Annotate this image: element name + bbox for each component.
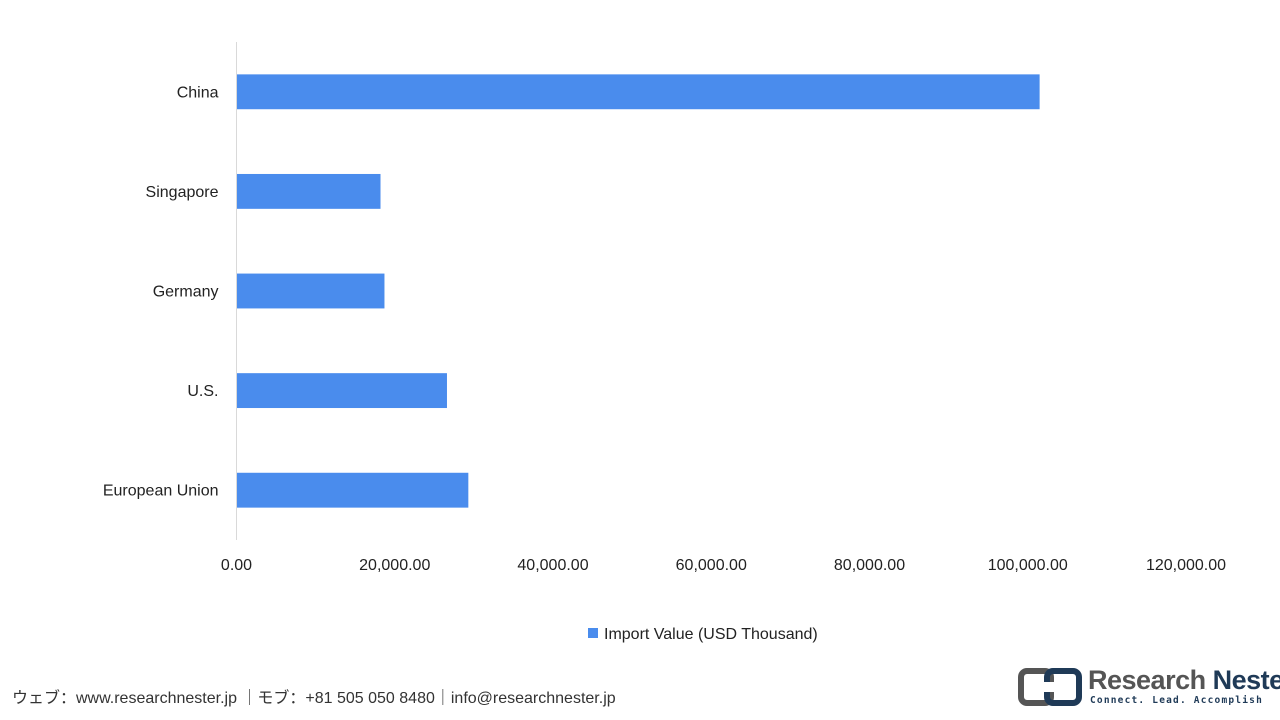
x-tick-label: 20,000.00 bbox=[359, 557, 430, 574]
legend-label: Import Value (USD Thousand) bbox=[604, 626, 818, 643]
bar-germany bbox=[236, 273, 385, 309]
research-nester-logo: Research Nester Connect. Lead. Accomplis… bbox=[1018, 664, 1280, 710]
category-label: U.S. bbox=[187, 383, 218, 400]
logo-mark-icon bbox=[1018, 668, 1082, 706]
x-axis-tick-labels: 0.00 20,000.00 40,000.00 60,000.00 80,000.00… bbox=[221, 557, 1226, 574]
category-labels: China Singapore Germany U.S. European Union bbox=[103, 84, 219, 499]
legend: Import Value (USD Thousand) bbox=[588, 626, 818, 643]
x-tick-label: 120,000.00 bbox=[1146, 557, 1226, 574]
category-label: Germany bbox=[153, 284, 219, 301]
category-label: European Union bbox=[103, 483, 219, 500]
x-tick-label: 0.00 bbox=[221, 557, 252, 574]
category-label: Singapore bbox=[146, 184, 219, 201]
bar-european-union bbox=[236, 472, 469, 508]
footer-contact: ウェブ：www.researchnester.jp ｜モブ：+81 505 05… bbox=[12, 690, 616, 707]
bar-singapore bbox=[236, 173, 381, 209]
logo-word-research: Research bbox=[1088, 665, 1213, 695]
logo-wordmark: Research Nester bbox=[1088, 664, 1280, 696]
bar-china bbox=[236, 74, 1040, 110]
x-tick-label: 60,000.00 bbox=[676, 557, 747, 574]
legend-swatch bbox=[588, 628, 598, 638]
bars-group bbox=[236, 74, 1040, 508]
logo-word-nester: Nester bbox=[1212, 665, 1280, 695]
x-tick-label: 40,000.00 bbox=[517, 557, 588, 574]
x-tick-label: 80,000.00 bbox=[834, 557, 905, 574]
category-label: China bbox=[177, 84, 219, 101]
bar-u-s bbox=[236, 373, 447, 409]
logo-tagline: Connect. Lead. Accomplish bbox=[1090, 695, 1263, 706]
x-tick-label: 100,000.00 bbox=[988, 557, 1068, 574]
